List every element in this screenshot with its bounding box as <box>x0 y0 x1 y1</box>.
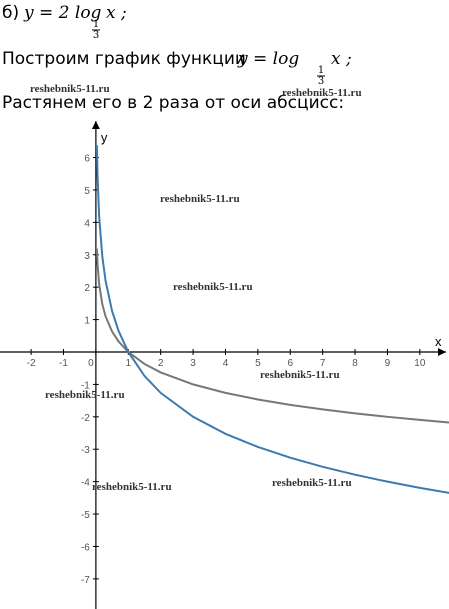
x-tick-label: 5 <box>255 358 261 369</box>
y-tick-label: -5 <box>81 510 90 521</box>
item-label: б) <box>2 3 19 23</box>
x-tick-label: 1 <box>126 358 132 369</box>
y-axis-title: y <box>101 130 108 145</box>
watermark: reshebnik5-11.ru <box>272 477 352 489</box>
sub-num: 1 <box>93 19 99 30</box>
sub-num: 1 <box>318 65 324 76</box>
watermark: reshebnik5-11.ru <box>260 369 340 381</box>
x-tick-label: 10 <box>414 358 426 369</box>
y-tick-label: 5 <box>84 186 90 197</box>
x-axis-title: x <box>435 334 442 349</box>
x-tick-label: 6 <box>287 358 293 369</box>
y-tick-label: -7 <box>81 575 90 586</box>
y-arrow <box>91 121 100 129</box>
watermark: reshebnik5-11.ru <box>173 281 253 293</box>
y-tick-label: -4 <box>81 478 90 489</box>
x-tick-label: 0 <box>88 358 94 369</box>
watermark: reshebnik5-11.ru <box>282 87 362 99</box>
watermarks: reshebnik5-11.ru reshebnik5-11.ru reshebni… <box>30 83 362 493</box>
formula: y = log <box>237 49 299 69</box>
x-arrow <box>438 347 446 356</box>
curve <box>95 145 449 494</box>
sentence: Растянем его в 2 раза от оси абсцисс: <box>2 93 344 113</box>
y-tick-label: 3 <box>84 251 90 262</box>
x-tick-label: 9 <box>385 358 391 369</box>
watermark: reshebnik5-11.ru <box>160 193 240 205</box>
x-tick-label: 8 <box>352 358 358 369</box>
x-tick-label: -1 <box>59 358 68 369</box>
y-tick-label: -3 <box>81 445 90 456</box>
curve <box>95 248 449 424</box>
watermark: reshebnik5-11.ru <box>45 389 125 401</box>
sub-den: 3 <box>318 76 324 87</box>
y-tick-label: 1 <box>84 316 90 327</box>
x-tick-label: 2 <box>158 358 164 369</box>
sub-den: 3 <box>93 30 99 41</box>
x-tick-label: 3 <box>190 358 196 369</box>
formula: y = 2 log <box>23 3 102 23</box>
y-tick-label: 4 <box>84 218 90 229</box>
x-tick-label: 7 <box>320 358 326 369</box>
watermark: reshebnik5-11.ru <box>30 83 110 95</box>
y-tick-label: -2 <box>81 413 90 424</box>
formula-tail: x ; <box>331 49 352 69</box>
curves <box>95 145 449 494</box>
formula-tail: x ; <box>106 3 127 23</box>
sentence: Построим график функции <box>2 49 246 69</box>
x-tick-label: -2 <box>27 358 36 369</box>
x-tick-label: 4 <box>223 358 229 369</box>
y-tick-label: -1 <box>81 380 90 391</box>
y-tick-label: 2 <box>84 283 90 294</box>
y-tick-label: 6 <box>84 154 90 165</box>
watermark: reshebnik5-11.ru <box>92 481 172 493</box>
chart: x y -2 -1 0 1 2 3 4 5 6 7 8 9 10 -7 -6 -5 -4 -3 -2 -1 1 2 3 4 5 6 <box>0 121 449 609</box>
y-tick-label: -6 <box>81 542 90 553</box>
